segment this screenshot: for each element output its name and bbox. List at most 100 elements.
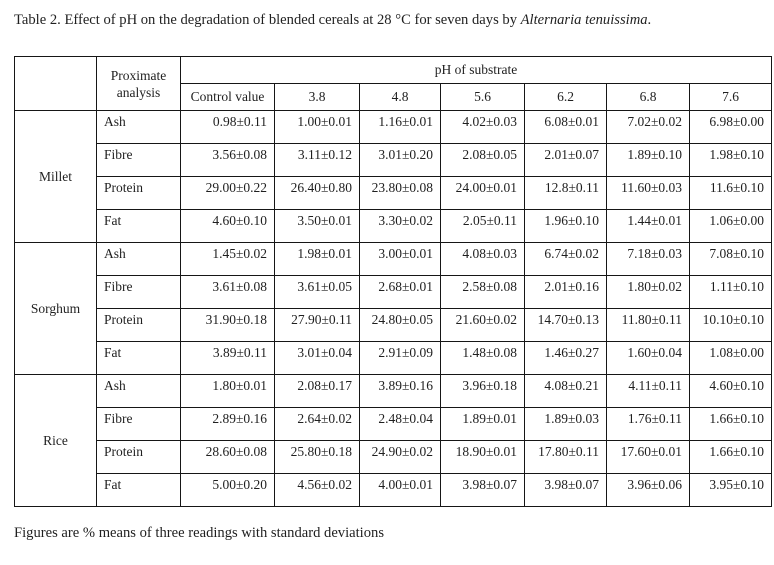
column-header-ph-7-6: 7.6 <box>688 83 773 111</box>
value-cell: 5.00±0.20 <box>180 473 275 507</box>
value-cell: 1.96±0.10 <box>524 209 607 243</box>
value-cell: 1.45±0.02 <box>180 242 275 276</box>
value-cell: 21.60±0.02 <box>440 308 525 342</box>
table-row: Fibre 3.61±0.08 3.61±0.05 2.68±0.01 2.58… <box>15 275 773 309</box>
table-row: Rice Ash 1.80±0.01 2.08±0.17 3.89±0.16 3… <box>14 374 773 507</box>
value-cell: 1.66±0.10 <box>688 440 773 474</box>
value-cell: 25.80±0.18 <box>274 440 360 474</box>
value-cell: 23.80±0.08 <box>359 176 441 210</box>
value-cell: 1.08±0.00 <box>688 341 773 375</box>
value-cell: 17.60±0.01 <box>606 440 690 474</box>
value-cell: 3.96±0.18 <box>440 374 525 408</box>
value-cell: 6.74±0.02 <box>524 242 607 276</box>
value-cell: 2.01±0.16 <box>524 275 607 309</box>
value-cell: 1.89±0.10 <box>606 143 690 177</box>
value-cell: 1.80±0.01 <box>180 374 275 408</box>
row-label: Protein <box>96 308 181 342</box>
value-cell: 3.98±0.07 <box>524 473 607 507</box>
table-row: Sorghum Ash 1.45±0.02 1.98±0.01 3.00±0.0… <box>14 242 773 375</box>
table-row: Millet Ash 0.98±0.11 1.00±0.01 1.16±0.01… <box>14 110 773 243</box>
value-cell: 4.11±0.11 <box>606 374 690 408</box>
value-cell: 3.56±0.08 <box>180 143 275 177</box>
table-caption-period: . <box>647 12 652 28</box>
value-cell: 4.02±0.03 <box>440 110 525 144</box>
value-cell: 2.91±0.09 <box>359 341 441 375</box>
column-header-control: Control value <box>180 83 275 111</box>
value-cell: 1.48±0.08 <box>440 341 525 375</box>
value-cell: 3.96±0.06 <box>606 473 690 507</box>
value-cell: 31.90±0.18 <box>180 308 275 342</box>
column-header-ph-6-2: 6.2 <box>524 83 607 111</box>
value-cell: 7.08±0.10 <box>688 242 773 276</box>
row-label: Ash <box>96 374 181 408</box>
row-label: Fat <box>96 341 181 375</box>
row-label: Fat <box>96 209 181 243</box>
column-header-ph-3-8: 3.8 <box>274 83 360 111</box>
table-row: Fibre 3.56±0.08 3.11±0.12 3.01±0.20 2.08… <box>15 143 773 177</box>
value-cell: 0.98±0.11 <box>180 110 275 144</box>
value-cell: 3.01±0.20 <box>359 143 441 177</box>
value-cell: 1.00±0.01 <box>274 110 360 144</box>
column-header-ph-6-8: 6.8 <box>606 83 690 111</box>
value-cell: 18.90±0.01 <box>440 440 525 474</box>
value-cell: 1.16±0.01 <box>359 110 441 144</box>
row-label: Fibre <box>96 407 181 441</box>
value-cell: 2.68±0.01 <box>359 275 441 309</box>
table-row: Fibre 2.89±0.16 2.64±0.02 2.48±0.04 1.89… <box>15 407 773 441</box>
row-label: Protein <box>96 440 181 474</box>
value-cell: 4.56±0.02 <box>274 473 360 507</box>
ph-of-substrate-header: pH of substrate <box>179 56 773 84</box>
value-cell: 3.95±0.10 <box>688 473 773 507</box>
value-cell: 3.01±0.04 <box>274 341 360 375</box>
value-cell: 17.80±0.11 <box>524 440 607 474</box>
value-cell: 1.44±0.01 <box>606 209 690 243</box>
value-cell: 2.08±0.05 <box>440 143 525 177</box>
value-cell: 10.10±0.10 <box>688 308 773 342</box>
value-cell: 27.90±0.11 <box>274 308 360 342</box>
value-cell: 3.89±0.11 <box>180 341 275 375</box>
row-label: Fibre <box>96 143 181 177</box>
value-cell: 1.60±0.04 <box>606 341 690 375</box>
value-cell: 3.61±0.05 <box>274 275 360 309</box>
value-cell: 3.00±0.01 <box>359 242 441 276</box>
table-footnote: Figures are % means of three readings wi… <box>14 525 385 541</box>
value-cell: 4.08±0.03 <box>440 242 525 276</box>
table-row: Fat 3.89±0.11 3.01±0.04 2.91±0.09 1.48±0… <box>15 341 773 375</box>
value-cell: 6.98±0.00 <box>688 110 773 144</box>
value-cell: 3.61±0.08 <box>180 275 275 309</box>
row-label: Fibre <box>96 275 181 309</box>
value-cell: 1.76±0.11 <box>606 407 690 441</box>
value-cell: 1.98±0.01 <box>274 242 360 276</box>
table-row: Fat 4.60±0.10 3.50±0.01 3.30±0.02 2.05±0… <box>15 209 773 243</box>
row-label: Ash <box>96 242 181 276</box>
proximate-analysis-table: Proximate analysis pH of substrate Contr… <box>14 56 773 507</box>
value-cell: 1.66±0.10 <box>688 407 773 441</box>
value-cell: 7.02±0.02 <box>606 110 690 144</box>
value-cell: 1.89±0.01 <box>440 407 525 441</box>
value-cell: 14.70±0.13 <box>524 308 607 342</box>
value-cell: 2.08±0.17 <box>274 374 360 408</box>
column-header-ph-4-8: 4.8 <box>359 83 441 111</box>
value-cell: 28.60±0.08 <box>180 440 275 474</box>
value-cell: 2.64±0.02 <box>274 407 360 441</box>
column-header-ph-5-6: 5.6 <box>440 83 525 111</box>
value-cell: 2.05±0.11 <box>440 209 525 243</box>
value-cell: 29.00±0.22 <box>180 176 275 210</box>
value-cell: 2.58±0.08 <box>440 275 525 309</box>
value-cell: 2.89±0.16 <box>180 407 275 441</box>
table-row: Fat 5.00±0.20 4.56±0.02 4.00±0.01 3.98±0… <box>15 473 773 507</box>
table-row: Protein 31.90±0.18 27.90±0.11 24.80±0.05… <box>15 308 773 342</box>
value-cell: 11.80±0.11 <box>606 308 690 342</box>
value-cell: 24.90±0.02 <box>359 440 441 474</box>
table-row: Protein 29.00±0.22 26.40±0.80 23.80±0.08… <box>15 176 773 210</box>
value-cell: 26.40±0.80 <box>274 176 360 210</box>
value-cell: 3.11±0.12 <box>274 143 360 177</box>
proximate-analysis-header: Proximate analysis <box>96 56 181 111</box>
row-label: Fat <box>96 473 181 507</box>
group-cell-millet: Millet <box>14 110 97 243</box>
value-cell: 3.30±0.02 <box>359 209 441 243</box>
value-cell: 3.50±0.01 <box>274 209 360 243</box>
row-label: Protein <box>96 176 181 210</box>
value-cell: 3.98±0.07 <box>440 473 525 507</box>
value-cell: 2.48±0.04 <box>359 407 441 441</box>
